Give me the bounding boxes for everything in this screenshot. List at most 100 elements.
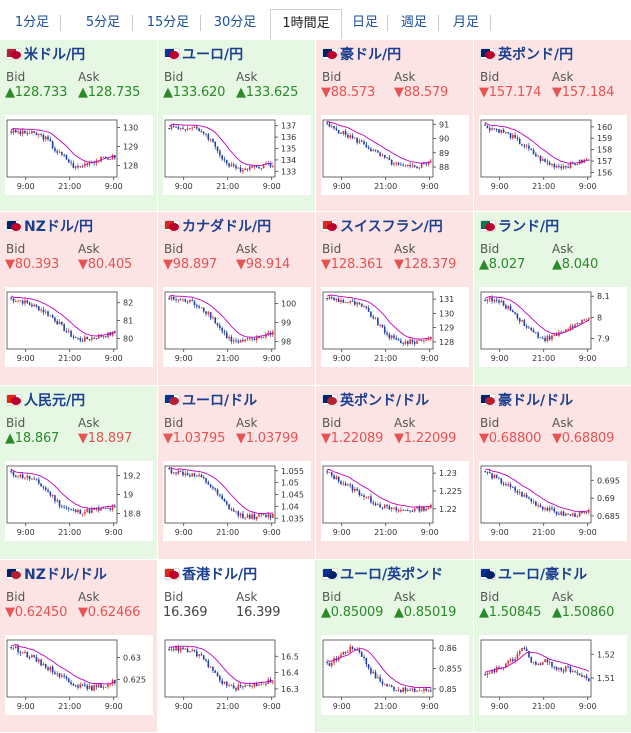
pair-name-link[interactable]: 英ポンド/ドル xyxy=(340,393,430,409)
price-chart[interactable]: 16.516.416.39:00 21:00 9:00 xyxy=(163,635,311,715)
tab-3[interactable]: 30分足 xyxy=(213,15,257,30)
quote-cell[interactable]: 豪ドル/ドル Bid Ask ▼0.68800 ▼0.68809 0.695 0.69 0.6… xyxy=(474,386,631,560)
quote-cell[interactable]: NZドル/円 Bid Ask ▼80.393 ▼80.405 82 81 80 9:00 21:0… xyxy=(0,212,158,386)
price-chart[interactable]: 130 129 128 9:00 21:00 9:00 xyxy=(5,115,153,195)
quote-cell[interactable]: 人民元/円 Bid Ask ▲18.867 ▼18.897 19.2 19 18.8 9:00 2… xyxy=(0,386,158,560)
pair-name-link[interactable]: NZドル/円 xyxy=(24,219,93,235)
quote-cell[interactable]: ユーロ/豪ドル Bid Ask ▲1.50845 ▲1.50860 1.52 1.51 9:0… xyxy=(474,560,631,733)
quote-cell[interactable]: 豪ドル/円 Bid Ask ▼88.573 ▼88.579 91 90 89 88 9:00 21:… xyxy=(316,40,474,212)
pair-name-link[interactable]: 豪ドル/ドル xyxy=(498,393,574,409)
candle-body xyxy=(326,122,328,124)
pair-header[interactable]: 香港ドル/円 xyxy=(164,565,257,583)
candle-body xyxy=(333,658,335,663)
price-chart[interactable]: 82 81 80 9:00 21:00 9:00 xyxy=(5,287,153,367)
pair-name-link[interactable]: ユーロ/ドル xyxy=(182,393,258,409)
pair-header[interactable]: 英ポンド/ドル xyxy=(322,391,429,409)
tab-5[interactable]: 日足 xyxy=(351,15,378,30)
ask-value: ▼98.914 xyxy=(236,257,291,272)
pair-name-link[interactable]: 豪ドル/円 xyxy=(340,47,402,63)
pair-name-link[interactable]: 香港ドル/円 xyxy=(182,567,258,583)
candle-body xyxy=(24,651,26,653)
candle-body xyxy=(86,336,89,340)
candle-body xyxy=(588,678,590,681)
candle-body xyxy=(374,318,377,320)
candle-body xyxy=(581,159,583,163)
pair-header[interactable]: 米ドル/円 xyxy=(6,45,85,63)
candle-body xyxy=(186,301,189,303)
pair-header[interactable]: スイスフラン/円 xyxy=(322,217,443,235)
quote-cell[interactable]: スイスフラン/円 Bid Ask ▼128.361 ▼128.379 131 130 129 1… xyxy=(316,212,474,386)
pair-name-link[interactable]: ユーロ/英ポンド xyxy=(340,567,444,583)
quote-cell[interactable]: ユーロ/英ポンド Bid Ask ▲0.85009 ▲0.85019 0.86 0.855 0… xyxy=(316,560,474,733)
pair-name-link[interactable]: 人民元/円 xyxy=(24,393,86,409)
price-chart[interactable]: 0.63 0.625 9:00 21:00 9:00 xyxy=(5,635,153,715)
candle-body xyxy=(528,651,530,658)
chart-background xyxy=(321,461,469,541)
pair-header[interactable]: ランド/円 xyxy=(480,217,559,235)
tab-1[interactable]: 5分足 xyxy=(85,15,121,30)
quote-cell[interactable]: 英ポンド/ドル Bid Ask ▼1.22089 ▼1.22099 1.23 1.225 1.… xyxy=(316,386,474,560)
pair-header[interactable]: ユーロ/豪ドル xyxy=(480,565,587,583)
pair-header[interactable]: ユーロ/円 xyxy=(164,45,243,63)
candle-body xyxy=(51,666,54,673)
candle-body xyxy=(42,309,45,313)
quote-cell[interactable]: カナダドル/円 Bid Ask ▼98.897 ▼98.914 100 99 98 9:00 21… xyxy=(158,212,316,386)
pair-name-link[interactable]: カナダドル/円 xyxy=(182,219,272,235)
price-chart[interactable]: 1.23 1.225 1.22 9:00 21:00 9:00 xyxy=(321,461,469,541)
quote-cell[interactable]: ランド/円 Bid Ask ▲8.027 ▲8.040 8.1 8 7.9 9:00 21:00 9… xyxy=(474,212,631,386)
candle-body xyxy=(532,661,535,663)
quote-cell[interactable]: 香港ドル/円 Bid Ask 16.369 16.399 16.5 16.4 16.3 9:00… xyxy=(158,560,316,733)
pair-name-link[interactable]: ランド/円 xyxy=(498,219,560,235)
candle-body xyxy=(107,508,109,509)
quote-cell[interactable]: 英ポンド/円 Bid Ask ▼157.174 ▼157.184 160 159 158 157… xyxy=(474,40,631,212)
pair-header[interactable]: 豪ドル/円 xyxy=(322,45,401,63)
price-chart[interactable]: 91 90 89 88 9:00 21:00 9:00 xyxy=(321,115,469,195)
pair-header[interactable]: NZドル/ドル xyxy=(6,565,107,583)
y-tick-label: 80 xyxy=(123,334,133,343)
pair-name-link[interactable]: ユーロ/円 xyxy=(182,47,244,63)
pair-header[interactable]: 豪ドル/ドル xyxy=(480,391,573,409)
quote-cell[interactable]: ユーロ/円 Bid Ask ▲133.620 ▲133.625 137 136 135 134 1… xyxy=(158,40,316,212)
quote-cell[interactable]: 米ドル/円 Bid Ask ▲128.733 ▲128.735 130 129 128 9:00… xyxy=(0,40,158,212)
candle-body xyxy=(255,683,258,686)
price-chart[interactable]: 1.52 1.51 9:00 21:00 9:00 xyxy=(479,635,627,715)
pair-name-link[interactable]: 英ポンド/円 xyxy=(498,47,574,63)
pair-name-link[interactable]: NZドル/ドル xyxy=(24,567,107,583)
candle-body xyxy=(404,165,407,167)
candle-body xyxy=(383,154,386,158)
y-tick-label: 0.695 xyxy=(597,476,620,485)
tab-0[interactable]: 1分足 xyxy=(14,15,50,30)
tab-2[interactable]: 15分足 xyxy=(146,15,190,30)
quote-cell[interactable]: ユーロ/ドル Bid Ask ▼1.03795 ▼1.03799 1.055 1.05 1.0… xyxy=(158,386,316,560)
candle-body xyxy=(553,508,556,512)
candle-body xyxy=(104,156,107,159)
price-chart[interactable]: 8.1 8 7.9 9:00 21:00 9:00 xyxy=(479,287,627,367)
tab-7[interactable]: 月足 xyxy=(452,15,479,30)
pair-header[interactable]: 英ポンド/円 xyxy=(480,45,573,63)
candle-body xyxy=(413,508,416,512)
candle-body xyxy=(326,297,328,300)
candle-body xyxy=(21,130,24,135)
pair-header[interactable]: NZドル/円 xyxy=(6,217,93,235)
pair-name-link[interactable]: 米ドル/円 xyxy=(24,47,86,63)
pair-header[interactable]: カナダドル/円 xyxy=(164,217,271,235)
pair-header[interactable]: ユーロ/ドル xyxy=(164,391,257,409)
candle-body xyxy=(172,472,175,474)
tab-4[interactable]: 1時間足 xyxy=(270,9,342,39)
pair-name-link[interactable]: ユーロ/豪ドル xyxy=(498,567,588,583)
candle-body xyxy=(67,330,70,332)
pair-name-link[interactable]: スイスフラン/円 xyxy=(340,219,443,235)
pair-header[interactable]: ユーロ/英ポンド xyxy=(322,565,443,583)
tab-6[interactable]: 週足 xyxy=(400,15,427,30)
pair-header[interactable]: 人民元/円 xyxy=(6,391,85,409)
quote-cell[interactable]: NZドル/ドル Bid Ask ▼0.62450 ▼0.62466 0.63 0.625 9:… xyxy=(0,560,158,733)
candle-body xyxy=(576,323,579,325)
